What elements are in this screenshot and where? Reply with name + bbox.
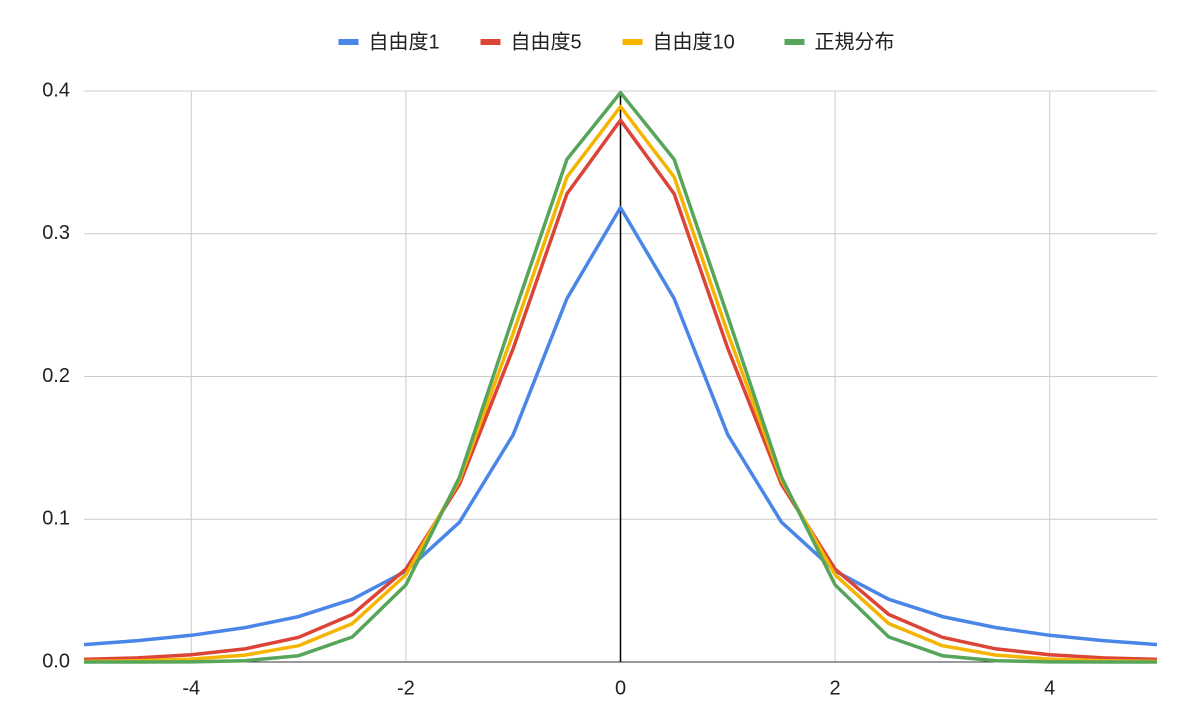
x-tick-label: -4 xyxy=(182,677,200,699)
y-tick-label: 0.0 xyxy=(42,650,70,672)
legend-label: 正規分布 xyxy=(815,30,895,53)
series-line xyxy=(84,90,1157,664)
y-tick-label: 0.2 xyxy=(42,365,70,387)
x-tick-label: 2 xyxy=(830,677,841,699)
y-tick-label: 0.4 xyxy=(42,79,70,101)
y-tick-label: 0.1 xyxy=(42,508,70,530)
legend-label: 自由度1 xyxy=(369,30,440,53)
series-line xyxy=(83,118,1158,662)
series-line xyxy=(83,205,1158,647)
series-line xyxy=(83,104,1158,664)
legend-label: 自由度10 xyxy=(653,30,735,53)
x-tick-label: -2 xyxy=(397,677,415,699)
x-tick-label: 0 xyxy=(615,677,626,699)
x-tick-label: 4 xyxy=(1044,677,1055,699)
legend-label: 自由度5 xyxy=(511,30,582,53)
y-tick-label: 0.3 xyxy=(42,222,70,244)
